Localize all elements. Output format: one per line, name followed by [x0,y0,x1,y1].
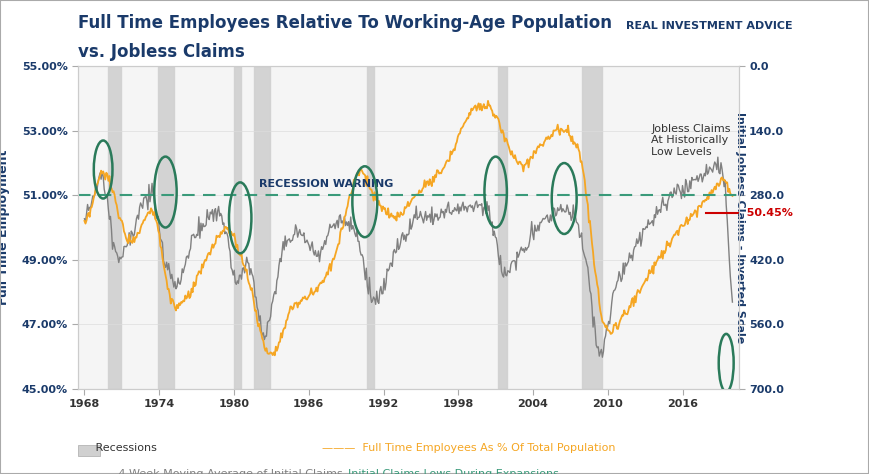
FTE [308,292,318,298]
Line: FTE: FTE [84,101,733,356]
Bar [368,66,374,389]
Text: Jobless Claims
At Historically
Low Levels: Jobless Claims At Historically Low Level… [652,124,731,157]
FTE [693,204,703,210]
Text: REAL INVESTMENT ADVICE: REAL INVESTMENT ADVICE [626,21,793,31]
Text: RECESSION WARNING: RECESSION WARNING [259,179,394,189]
Text: vs. Jobless Claims: vs. Jobless Claims [78,43,245,61]
FTE [282,317,293,322]
Text: 50.45%: 50.45% [739,208,793,218]
Y-axis label: Initial Jobless Claims - Inverted Scale: Initial Jobless Claims - Inverted Scale [735,112,746,343]
Bar [108,66,121,389]
Text: Full Time Employees Relative To Working-Age Population: Full Time Employees Relative To Working-… [78,14,612,32]
FTE [79,218,90,224]
FTE [341,213,351,219]
Claims [79,216,90,222]
Text: - - -  Initial Claims Lows During Expansions: - - - Initial Claims Lows During Expansi… [322,469,559,474]
Claims [713,155,723,160]
Bar [498,66,507,389]
FTE [114,216,124,221]
Line: Claims: Claims [84,157,733,357]
Bar [254,66,270,389]
FTE [269,353,280,358]
Claims [392,236,402,242]
FTE [483,98,494,104]
Claims [727,299,738,305]
Claims [281,244,291,249]
Claims [114,260,124,265]
Claims [597,355,607,360]
Claims [339,214,349,219]
FTE [394,213,404,219]
Bar [234,66,242,389]
Bar [158,66,174,389]
Y-axis label: Full Time Employment: Full Time Employment [0,150,10,305]
Claims [307,239,317,245]
FTE [727,193,738,199]
Text: ———  4-Week Moving Average of Initial Claims: ——— 4-Week Moving Average of Initial Cla… [78,469,343,474]
Text: Recessions: Recessions [78,443,157,453]
Claims [692,173,702,179]
Bar [581,66,601,389]
Text: ———  Full Time Employees As % Of Total Population: ——— Full Time Employees As % Of Total Po… [322,443,615,453]
